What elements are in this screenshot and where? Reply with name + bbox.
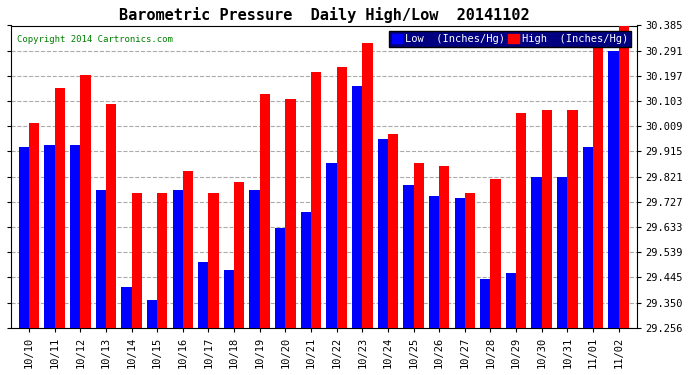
Bar <box>80 75 90 328</box>
Bar <box>224 270 234 328</box>
Bar <box>480 279 491 328</box>
Bar <box>413 164 424 328</box>
Text: Copyright 2014 Cartronics.com: Copyright 2014 Cartronics.com <box>17 34 173 44</box>
Bar <box>259 94 270 328</box>
Bar <box>388 134 398 328</box>
Bar <box>55 88 65 328</box>
Bar <box>275 228 286 328</box>
Bar <box>352 86 362 328</box>
Bar <box>198 262 208 328</box>
Bar <box>377 139 388 328</box>
Bar <box>183 171 193 328</box>
Bar <box>234 182 244 328</box>
Bar <box>172 190 183 328</box>
Bar <box>70 145 80 328</box>
Bar <box>362 43 373 328</box>
Bar <box>19 147 29 328</box>
Bar <box>29 123 39 328</box>
Bar <box>286 99 295 328</box>
Bar <box>44 145 55 328</box>
Bar <box>455 198 465 328</box>
Bar <box>106 105 116 328</box>
Legend: Low  (Inches/Hg), High  (Inches/Hg): Low (Inches/Hg), High (Inches/Hg) <box>388 31 631 47</box>
Bar <box>582 147 593 328</box>
Bar <box>491 180 501 328</box>
Bar <box>439 166 449 328</box>
Bar <box>121 286 132 328</box>
Bar <box>311 72 322 328</box>
Bar <box>250 190 259 328</box>
Bar <box>429 195 439 328</box>
Bar <box>531 177 542 328</box>
Bar <box>567 110 578 328</box>
Bar <box>619 24 629 328</box>
Bar <box>557 177 567 328</box>
Bar <box>337 67 347 328</box>
Bar <box>157 193 168 328</box>
Bar <box>132 193 142 328</box>
Bar <box>326 164 337 328</box>
Bar <box>208 193 219 328</box>
Bar <box>301 211 311 328</box>
Bar <box>465 193 475 328</box>
Bar <box>506 273 516 328</box>
Bar <box>403 185 413 328</box>
Bar <box>593 40 603 328</box>
Bar <box>542 110 552 328</box>
Bar <box>147 300 157 328</box>
Bar <box>96 190 106 328</box>
Bar <box>609 51 619 328</box>
Bar <box>516 112 526 328</box>
Title: Barometric Pressure  Daily High/Low  20141102: Barometric Pressure Daily High/Low 20141… <box>119 7 529 23</box>
